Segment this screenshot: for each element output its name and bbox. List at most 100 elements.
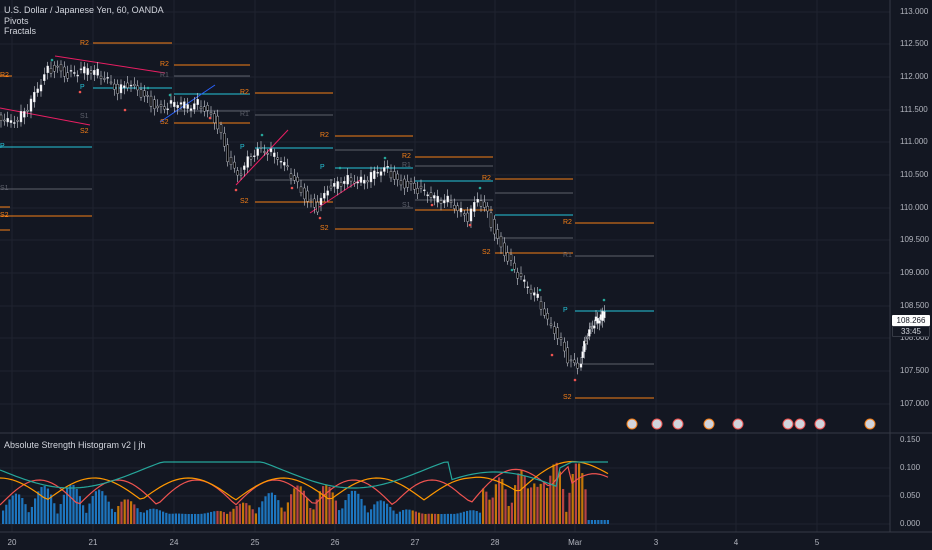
candle-body: [219, 124, 223, 133]
histogram-bar: [24, 504, 27, 524]
sub-indicator-title[interactable]: Absolute Strength Histogram v2 | jh: [4, 440, 146, 450]
histogram-bar: [331, 492, 334, 524]
histogram-bar: [222, 512, 225, 524]
candle-body: [76, 74, 79, 77]
candle-body: [36, 88, 39, 93]
candle-body: [446, 195, 449, 203]
histogram-bar: [53, 503, 56, 524]
fractal-dot: [338, 166, 342, 170]
current-price-badge: 108.266: [892, 315, 930, 326]
histogram-bar: [315, 499, 318, 524]
candle-body: [313, 198, 316, 208]
fractal-dot: [538, 288, 542, 292]
candle-body: [589, 326, 593, 328]
histogram-bar: [366, 512, 369, 524]
histogram-bar: [187, 513, 190, 524]
candle-body: [16, 120, 19, 122]
histogram-bar: [360, 498, 363, 524]
candle-body: [329, 185, 333, 189]
candle-body: [503, 242, 506, 256]
time-tick: 5: [814, 538, 820, 547]
pivot-label-s2: S2: [320, 225, 329, 232]
histogram-bar: [312, 509, 315, 524]
histogram-bar: [238, 503, 241, 524]
histogram-bar: [446, 513, 449, 524]
candle-body: [519, 273, 523, 277]
histogram-bar: [462, 511, 465, 524]
candle-body: [193, 103, 196, 110]
symbol-title[interactable]: U.S. Dollar / Japanese Yen, 60, OANDA: [4, 5, 164, 15]
histogram-bar: [546, 487, 549, 524]
indicator-fractals[interactable]: Fractals: [4, 26, 37, 36]
candle-body: [546, 312, 549, 320]
candle-body: [463, 213, 466, 216]
indicator-pivots[interactable]: Pivots: [4, 16, 29, 26]
histogram-bar: [274, 494, 277, 524]
candle-body: [243, 165, 246, 170]
candle-body: [149, 95, 153, 107]
candle-body: [186, 104, 189, 109]
histogram-bar: [370, 509, 373, 524]
candle-body: [3, 119, 6, 122]
candle-body: [279, 161, 283, 163]
histogram-bar: [306, 498, 309, 524]
pivot-label-r1: R1: [160, 72, 169, 79]
candle-body: [319, 197, 323, 205]
candle-body: [406, 181, 409, 188]
histogram-bar: [181, 513, 184, 524]
candle-body: [113, 83, 116, 90]
fractal-dot: [478, 186, 482, 190]
histogram-bar: [526, 488, 529, 524]
pivot-label-p: P: [563, 307, 568, 314]
fractal-dot: [602, 298, 606, 302]
histogram-bar: [603, 520, 606, 524]
candle-body: [106, 77, 109, 79]
candle-body: [189, 108, 193, 111]
candle-body: [326, 190, 329, 196]
candle-body: [239, 173, 243, 176]
candle-body: [323, 192, 326, 199]
histogram-bar: [11, 495, 14, 524]
candle-body: [156, 105, 159, 109]
fractal-dot: [168, 93, 172, 97]
time-tick: 24: [169, 538, 179, 547]
candle-body: [46, 65, 49, 73]
candle-body: [581, 351, 584, 358]
candle-body: [206, 105, 209, 111]
candle-body: [433, 195, 436, 199]
pivot-label-r2: R2: [0, 72, 9, 79]
histogram-bar: [434, 513, 437, 524]
pivot-label-r1: R1: [240, 111, 249, 118]
candle-body: [386, 166, 389, 168]
candle-body: [339, 182, 343, 187]
fractal-dot: [550, 353, 554, 357]
price-tick: 109.500: [900, 235, 929, 244]
candle-body: [119, 84, 123, 94]
histogram-bar: [350, 490, 353, 524]
histogram-bar: [389, 506, 392, 524]
histogram-bar: [216, 510, 219, 524]
histogram-bar: [146, 510, 149, 524]
candle-body: [346, 174, 349, 185]
candle-body: [246, 156, 249, 168]
histogram-bar: [286, 502, 289, 524]
histogram-bar: [98, 489, 101, 524]
candle-body: [183, 101, 186, 109]
histogram-bar: [568, 492, 571, 524]
histogram-bar: [206, 512, 209, 524]
candle-body: [556, 327, 559, 339]
candle-body: [256, 148, 259, 156]
histogram-bar: [197, 513, 200, 524]
candle-body: [203, 106, 206, 112]
histogram-bar: [562, 488, 565, 524]
candle-body: [496, 229, 499, 239]
candle-body: [233, 161, 236, 169]
candle-body: [199, 106, 203, 109]
fractal-dot: [468, 223, 472, 227]
histogram-bar: [133, 504, 136, 524]
price-tick: 108.000: [900, 333, 929, 342]
candle-body: [276, 157, 279, 160]
histogram-bar: [453, 513, 456, 524]
candle-body: [43, 74, 46, 81]
